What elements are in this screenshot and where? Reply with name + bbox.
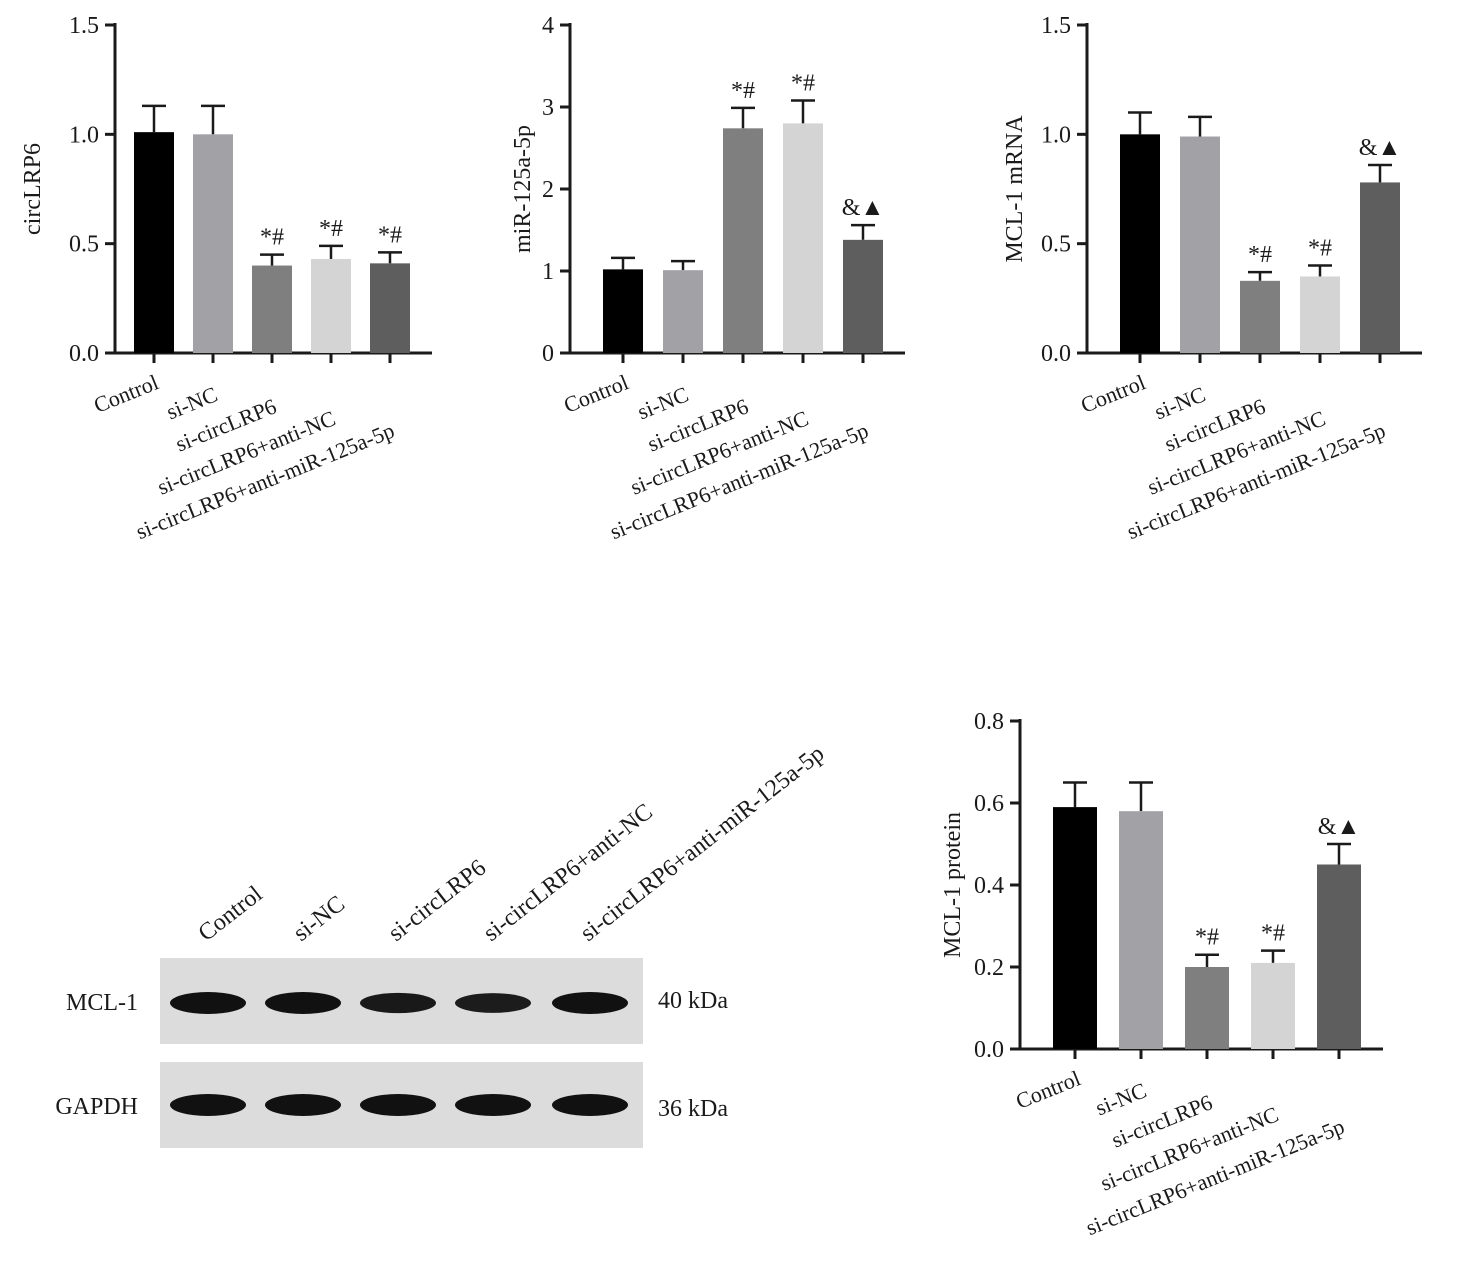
bar-si-circlrp6 [252,265,292,353]
bar-si-circlrp6-anti-nc [1300,276,1340,353]
blot-band-mcl-1 [170,992,246,1014]
bar-si-circlrp6 [1185,967,1229,1049]
significance-label: *# [1308,236,1332,262]
chart-mcl1-protein: 0.0 0.2 0.4 0.6 0.8 MCL-1 protein Control si-NC… [940,709,1383,1240]
blot-lane-label: si-circLRP6+anti-NC [479,799,658,947]
blot-band-mcl-1 [552,992,628,1014]
y-tick-label: 1 [542,259,554,285]
bar-si-nc [1119,811,1163,1049]
blot-lane-label: si-circLRP6 [384,855,491,947]
blot-row-label-gapdh: GAPDH [55,1094,138,1120]
bar-control [603,269,643,353]
y-tick-label: 1.5 [69,13,99,39]
bar-si-circlrp6-anti-nc [783,123,823,354]
blot-band-gapdh [265,1094,341,1116]
blot-band-mcl-1 [360,992,436,1014]
blot-band-gapdh [360,1094,436,1116]
y-axis-label: MCL-1 mRNA [1002,115,1028,263]
x-category-label: Control [560,369,632,417]
significance-label: *# [260,225,284,251]
y-tick-label: 0 [542,341,554,367]
significance-label: *# [791,70,815,96]
blot-bands [170,992,628,1116]
bar-si-circlrp6 [1240,280,1280,353]
blot-band-mcl-1 [265,992,341,1014]
blot-lane-labels: Control si-NC si-circLRP6si-circLRP6+anti-… [194,741,830,947]
bar-si-circlrp6-anti-mir-125a-5p [1317,864,1361,1049]
blot-lane-label: si-NC [289,891,350,947]
y-tick-label: 0.0 [1041,341,1071,367]
y-tick-label: 1.0 [1041,122,1071,148]
y-tick-label: 0.0 [974,1037,1004,1063]
y-tick-label: 2 [542,177,554,203]
y-axis-label: circLRP6 [20,143,46,235]
significance-label: *# [378,222,402,248]
bar-si-circlrp6-anti-nc [311,258,351,353]
significance-label: &▲ [842,195,884,221]
y-tick-label: 0.4 [974,873,1004,899]
y-tick-label: 4 [542,13,554,39]
y-tick-label: 0.6 [974,791,1004,817]
bar-si-nc [193,134,233,353]
y-tick-label: 0.0 [69,341,99,367]
bar-control [1120,134,1160,353]
y-tick-label: 0.8 [974,709,1004,735]
blot-band-gapdh [455,1094,531,1116]
x-category-label: Control [90,369,162,417]
bar-si-circlrp6-anti-nc [1251,962,1295,1049]
bar-si-circlrp6 [723,128,763,353]
blot-lane-label: Control [194,881,268,947]
y-tick-label: 0.5 [69,232,99,258]
y-axis-label: miR-125a-5p [510,125,536,253]
blot-row-label-mcl1: MCL-1 [66,990,138,1016]
significance-label: *# [731,78,755,104]
bar-si-circlrp6-anti-mir-125a-5p [843,239,883,353]
x-category-label: Control [1077,369,1149,417]
significance-label: *# [1195,925,1219,951]
bar-si-circlrp6-anti-mir-125a-5p [370,263,410,353]
significance-label: *# [319,216,343,242]
y-tick-label: 3 [542,95,554,121]
y-tick-label: 1.0 [69,122,99,148]
x-category-label: Control [1012,1065,1084,1113]
y-tick-label: 0.5 [1041,232,1071,258]
bar-control [134,132,174,353]
significance-label: *# [1261,921,1285,947]
significance-label: &▲ [1359,135,1401,161]
bar-control [1053,807,1097,1049]
y-tick-label: 0.2 [974,955,1004,981]
blot-band-gapdh [170,1094,246,1116]
x-category-label: si-NC [1092,1077,1150,1120]
blot-size-label-gapdh: 36 kDa [658,1096,728,1122]
bar-si-nc [1180,136,1220,353]
significance-label: *# [1248,242,1272,268]
significance-label: &▲ [1318,814,1360,840]
blot-size-label-mcl1: 40 kDa [658,988,728,1014]
y-axis-label: MCL-1 protein [940,812,966,958]
y-tick-label: 1.5 [1041,13,1071,39]
blot-band-mcl-1 [455,993,531,1013]
bar-si-nc [663,270,703,353]
western-blot-panel: MCL-1 GAPDH 40 kDa 36 kDa Control si-NC si… [55,741,829,1148]
bar-si-circlrp6-anti-mir-125a-5p [1360,182,1400,353]
blot-band-gapdh [552,1094,628,1116]
